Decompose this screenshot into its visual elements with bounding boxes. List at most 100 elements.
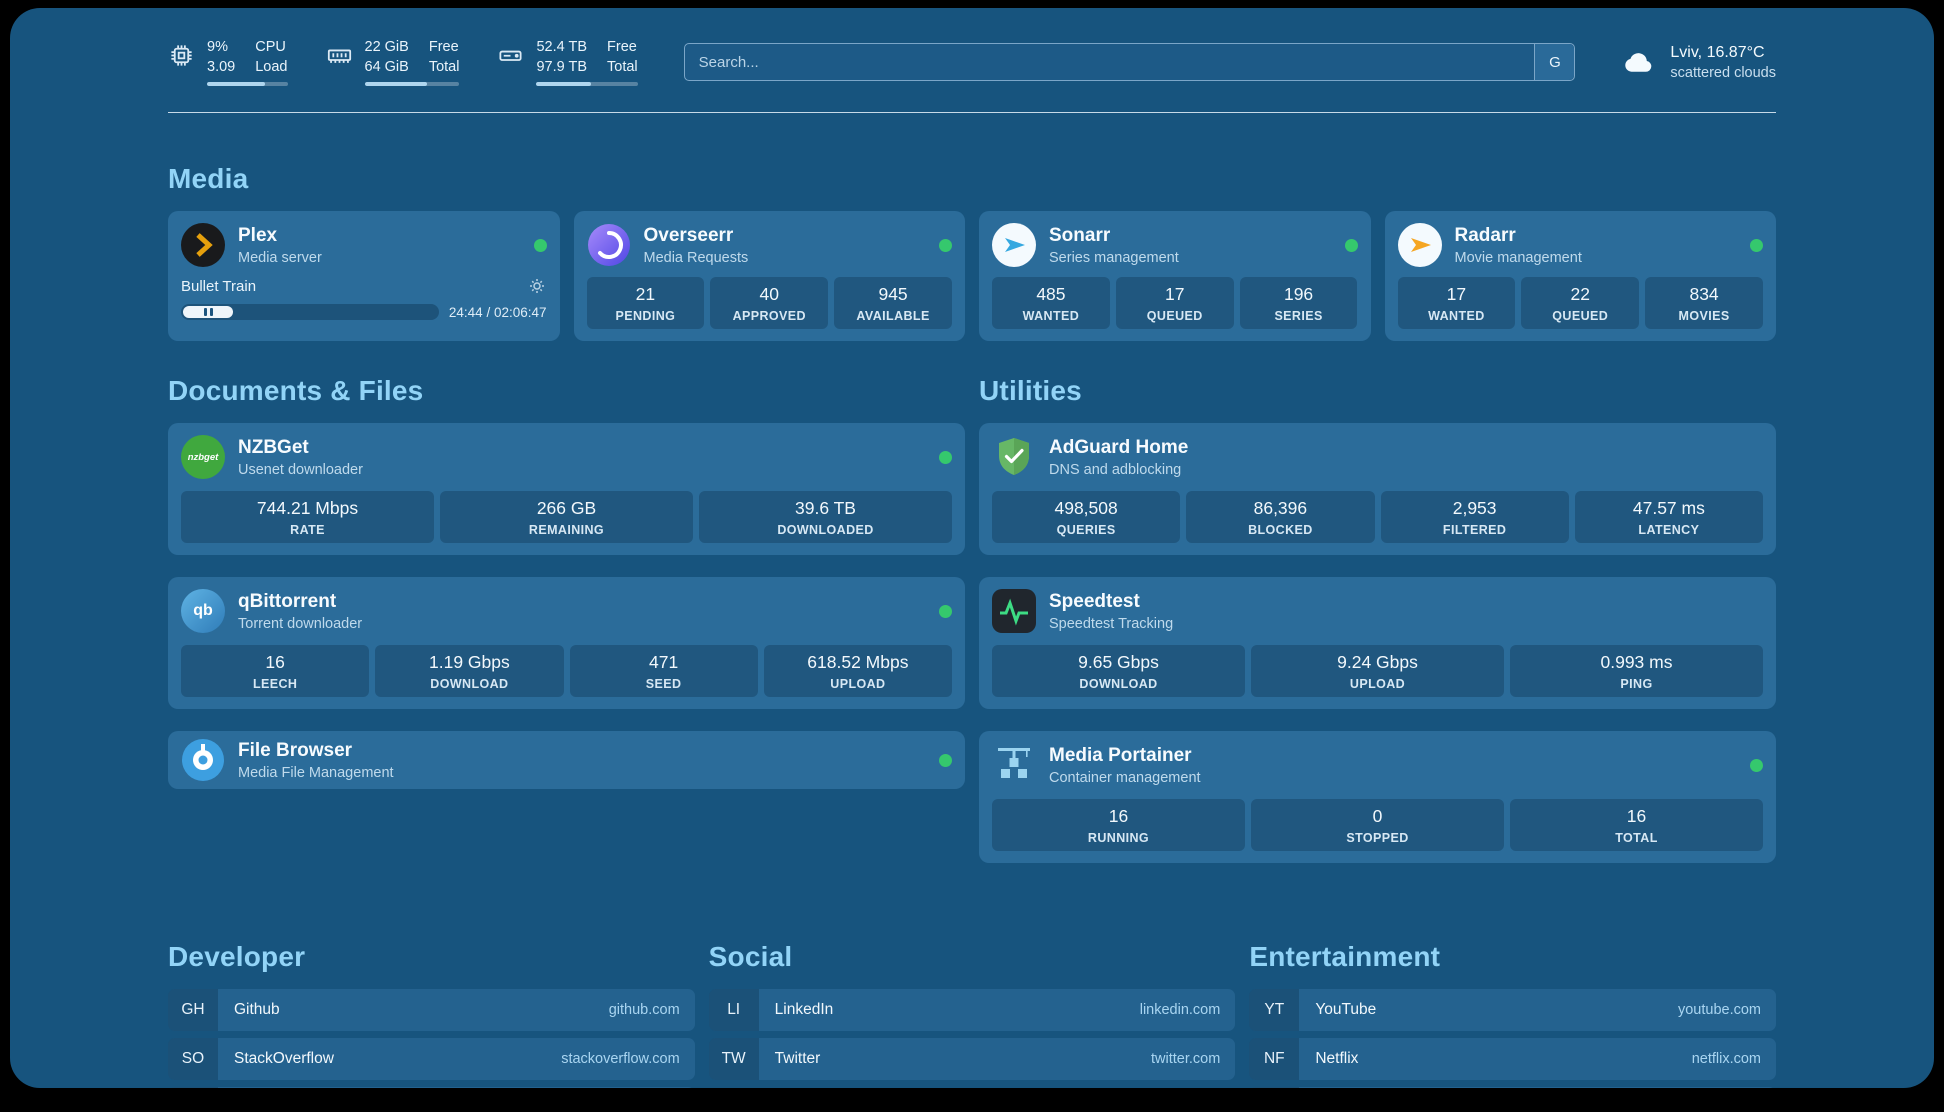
bookmark-abbr: GH bbox=[168, 989, 218, 1032]
metric-value: 3.09 bbox=[207, 59, 236, 76]
status-dot bbox=[939, 604, 952, 618]
stat-label: WANTED bbox=[1428, 309, 1485, 324]
stat-downloaded: 39.6 TB DOWNLOADED bbox=[699, 491, 952, 544]
app-card-plex[interactable]: Plex Media server Bullet Train bbox=[168, 211, 560, 342]
cloud-icon bbox=[1621, 44, 1657, 80]
speedtest-icon bbox=[992, 589, 1036, 634]
app-name: Radarr bbox=[1454, 224, 1516, 246]
app-name: qBittorrent bbox=[238, 590, 337, 612]
metric-label: Load bbox=[255, 59, 288, 76]
dashboard: 9% 3.09 CPU Load bbox=[10, 8, 1934, 1088]
section-documents: Documents & Files nzbget NZBGet Usenet d… bbox=[168, 375, 965, 863]
app-name: File Browser bbox=[238, 739, 353, 761]
app-card-radarr[interactable]: Radarr Movie management 17 WANTED 22 QUE… bbox=[1384, 211, 1776, 342]
system-metrics: 9% 3.09 CPU Load bbox=[168, 38, 638, 87]
metric-label: Free bbox=[607, 39, 637, 55]
status-dot bbox=[533, 238, 547, 252]
portainer-icon bbox=[992, 743, 1036, 787]
pause-icon[interactable] bbox=[183, 306, 234, 319]
app-card-adguard[interactable]: AdGuard Home DNS and adblocking 498,508 … bbox=[979, 423, 1776, 556]
stat-label: RATE bbox=[290, 523, 325, 538]
status-dot bbox=[1750, 238, 1763, 252]
bookmark-name: Netflix bbox=[1315, 1050, 1359, 1068]
stat-value: 86,396 bbox=[1253, 498, 1308, 519]
app-subtitle: Media File Management bbox=[238, 764, 394, 781]
app-card-nzbget[interactable]: nzbget NZBGet Usenet downloader 744.21 M… bbox=[168, 423, 965, 556]
bookmark-row-linkedin[interactable]: LI LinkedIn linkedin.com bbox=[708, 989, 1236, 1032]
stat-value: 16 bbox=[1108, 806, 1129, 827]
bookmark-row-github[interactable]: GH Github github.com bbox=[168, 989, 695, 1032]
stat-label: UPLOAD bbox=[1349, 677, 1406, 692]
status-dot bbox=[1344, 238, 1358, 252]
bookmark-abbr: RE bbox=[1249, 1087, 1300, 1088]
app-subtitle: Movie management bbox=[1454, 249, 1582, 266]
metric-label: Total bbox=[428, 59, 460, 76]
stat-value: 2,953 bbox=[1452, 498, 1497, 519]
section-media: Media Plex Media server Bullet Train bbox=[168, 163, 1776, 342]
bookmarks-social: Social LI LinkedIn linkedin.com TW Twitt… bbox=[708, 941, 1236, 1088]
bookmark-abbr: SO bbox=[168, 1038, 218, 1081]
bookmarks-entertainment: Entertainment YT YouTube youtube.com NF … bbox=[1249, 941, 1776, 1088]
bookmark-url: github.com bbox=[608, 1002, 680, 1019]
stat-value: 47.57 ms bbox=[1632, 498, 1705, 519]
plex-icon bbox=[181, 223, 225, 268]
metric-label: Free bbox=[428, 39, 459, 55]
disk-progress-bar bbox=[536, 82, 638, 87]
stat-seed: 471 SEED bbox=[569, 645, 758, 698]
bookmark-name: StackOverflow bbox=[234, 1050, 334, 1068]
stat-running: 16 RUNNING bbox=[992, 799, 1245, 852]
app-card-overseerr[interactable]: Overseerr Media Requests 21 PENDING 40 A… bbox=[573, 211, 965, 342]
app-name: Media Portainer bbox=[1049, 744, 1192, 766]
bookmark-url: twitter.com bbox=[1151, 1051, 1221, 1068]
ram-progress-bar bbox=[364, 82, 460, 87]
disk-metric: 52.4 TB 97.9 TB Free Total bbox=[497, 38, 638, 87]
bookmark-abbr: DT bbox=[168, 1087, 218, 1088]
stat-label: BLOCKED bbox=[1248, 523, 1313, 538]
stat-label: MOVIES bbox=[1678, 309, 1730, 324]
bookmark-name: LinkedIn bbox=[774, 1001, 834, 1019]
stat-label: REMAINING bbox=[528, 523, 605, 538]
sonarr-icon bbox=[992, 223, 1036, 268]
stat-value: 196 bbox=[1283, 284, 1314, 305]
stat-label: TOTAL bbox=[1615, 831, 1658, 846]
bookmark-name: YouTube bbox=[1315, 1001, 1377, 1019]
status-dot bbox=[939, 753, 952, 767]
weather-condition: scattered clouds bbox=[1670, 64, 1776, 81]
stat-label: SERIES bbox=[1274, 309, 1323, 324]
search-engine-button[interactable]: G bbox=[1534, 44, 1575, 81]
stat-value: 17 bbox=[1446, 284, 1467, 305]
stat-value: 471 bbox=[649, 652, 679, 673]
bookmark-row-reddit[interactable]: RE Reddit reddit.com bbox=[1249, 1087, 1776, 1088]
bookmark-abbr: NF bbox=[1249, 1038, 1300, 1081]
stat-label: WANTED bbox=[1022, 309, 1080, 324]
metric-label: Total bbox=[607, 59, 638, 76]
gear-icon[interactable] bbox=[527, 276, 547, 296]
disk-icon bbox=[497, 42, 524, 69]
app-card-sonarr[interactable]: Sonarr Series management 485 WANTED 17 Q… bbox=[979, 211, 1371, 342]
section-title-entertainment: Entertainment bbox=[1249, 941, 1441, 973]
stat-label: QUERIES bbox=[1056, 523, 1116, 538]
bookmark-row-twitter[interactable]: TW Twitter twitter.com bbox=[708, 1038, 1236, 1081]
bookmark-url: youtube.com bbox=[1677, 1002, 1761, 1019]
bookmark-row-netflix[interactable]: NF Netflix netflix.com bbox=[1249, 1038, 1776, 1081]
stat-label: FILTERED bbox=[1442, 523, 1507, 538]
bookmark-row-youtube[interactable]: YT YouTube youtube.com bbox=[1249, 989, 1776, 1032]
stat-leech: 16 LEECH bbox=[181, 645, 370, 698]
stat-label: QUEUED bbox=[1552, 309, 1609, 324]
stat-value: 9.65 Gbps bbox=[1078, 652, 1159, 673]
stat-value: 0 bbox=[1372, 806, 1383, 827]
app-card-qbittorrent[interactable]: qb qBittorrent Torrent downloader 16 LEE… bbox=[168, 577, 965, 710]
playback-progress-bar[interactable] bbox=[181, 304, 439, 321]
app-card-filebrowser[interactable]: File Browser Media File Management bbox=[168, 731, 965, 790]
bookmark-row-dev[interactable]: DT DEV dev.to bbox=[168, 1087, 695, 1088]
adguard-icon bbox=[992, 435, 1036, 479]
app-card-speedtest[interactable]: Speedtest Speedtest Tracking 9.65 Gbps D… bbox=[979, 577, 1776, 710]
stat-value: 16 bbox=[265, 652, 285, 673]
metric-value: 97.9 TB bbox=[536, 59, 588, 76]
stat-value: 945 bbox=[878, 284, 908, 305]
app-card-portainer[interactable]: Media Portainer Container management 16 … bbox=[979, 731, 1776, 864]
app-name: Overseerr bbox=[643, 224, 734, 246]
stat-label: LATENCY bbox=[1638, 523, 1700, 538]
bookmark-row-stackoverflow[interactable]: SO StackOverflow stackoverflow.com bbox=[168, 1038, 695, 1081]
search-input[interactable] bbox=[683, 43, 1576, 82]
